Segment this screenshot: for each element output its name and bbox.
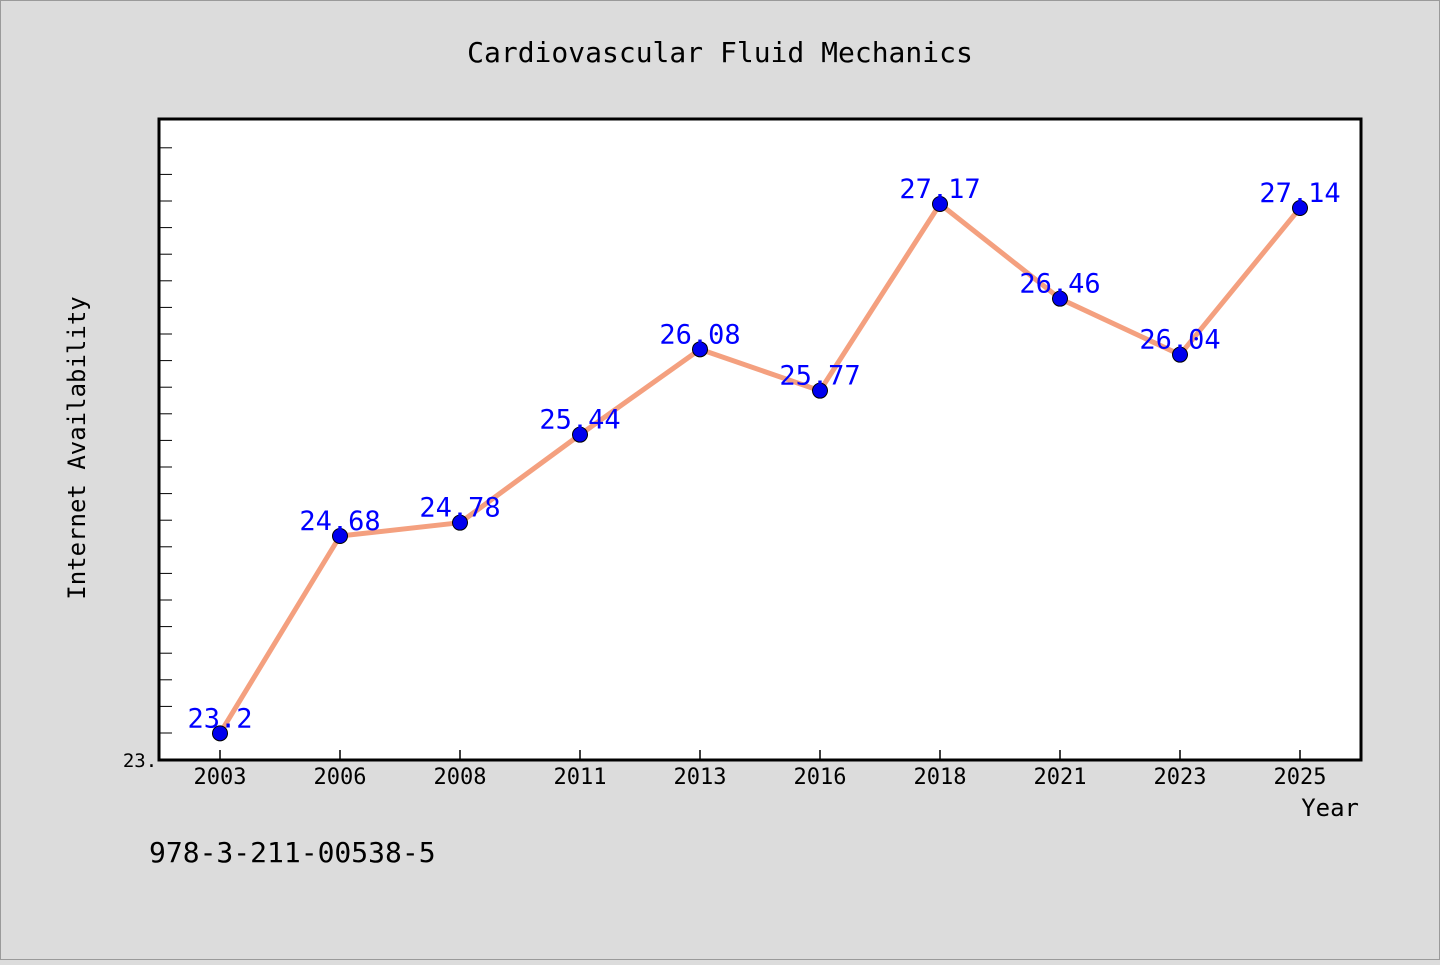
data-label: 26.46 (1019, 269, 1100, 300)
data-point (572, 426, 588, 443)
data-point (332, 528, 348, 544)
data-point (212, 725, 228, 742)
series-line (217, 201, 1303, 736)
x-tick-label: 2006 (314, 765, 367, 790)
data-label: 24.78 (419, 493, 500, 524)
data-label: 24.68 (299, 506, 380, 537)
y-tick-label: 23. (123, 750, 157, 772)
data-point (452, 514, 468, 531)
x-tick-label: 2025 (1274, 765, 1327, 790)
data-label: 25.77 (779, 361, 860, 392)
data-label: 25.44 (539, 405, 620, 436)
x-tick-label: 2008 (434, 765, 487, 790)
data-point (1172, 346, 1188, 363)
data-label: 27.14 (1259, 178, 1340, 209)
data-label: 26.08 (659, 319, 740, 350)
x-tick-label: 2018 (914, 765, 967, 790)
x-axis: 2003 2006 2008 2011 2013 2016 2018 2021 2023 2025 (194, 750, 1327, 790)
data-point (812, 382, 828, 399)
plot-area (157, 117, 1363, 762)
data-point (692, 341, 708, 358)
chart-title: Cardiovascular Fluid Mechanics (467, 36, 973, 69)
isbn-text: 978-3-211-00538-5 (149, 836, 436, 869)
x-tick-label: 2011 (554, 765, 607, 790)
y-axis-ticks (160, 147, 172, 734)
data-label: 27.17 (899, 174, 980, 205)
data-point (1292, 200, 1308, 216)
x-tick-label: 2003 (194, 765, 247, 790)
y-axis-label: Internet Availability (63, 296, 91, 599)
x-tick-label: 2016 (794, 765, 847, 790)
x-tick-label: 2013 (674, 765, 727, 790)
data-label: 23.2 (187, 703, 252, 734)
x-axis-label: Year (1301, 794, 1359, 822)
data-point (1052, 290, 1068, 307)
x-tick-label: 2023 (1154, 765, 1207, 790)
data-point (932, 196, 948, 212)
x-tick-label: 2021 (1034, 765, 1087, 790)
data-markers (212, 196, 1308, 742)
data-labels: 23.2 24.68 24.78 25.44 26.08 25.77 27.17 26.46 2… (187, 174, 1340, 734)
data-label: 26.04 (1139, 325, 1220, 356)
